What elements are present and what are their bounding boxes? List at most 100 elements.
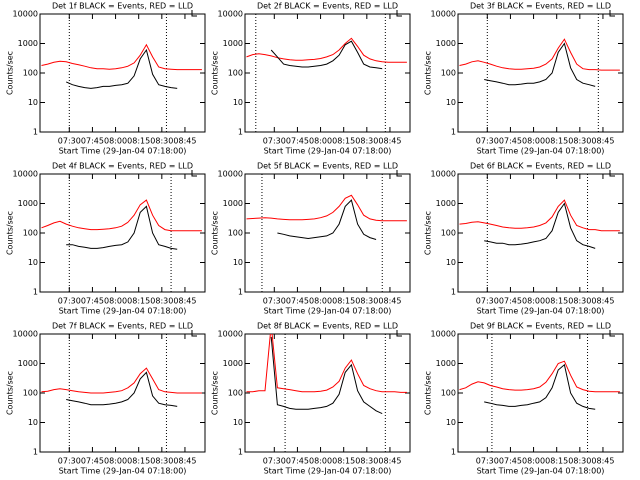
series-line [65,48,178,89]
x-tick-label: 08:00 [104,137,127,146]
y-tick-label: 1 [33,288,38,297]
x-tick-label: 08:30 [150,137,173,146]
y-axis-label: Counts/sec [424,51,433,95]
corner-marker [396,170,402,177]
x-tick-label: 08:15 [127,457,150,466]
y-tick-label: 10000 [431,10,456,19]
y-tick-label: 1000 [223,199,243,208]
y-tick-label: 1000 [18,359,38,368]
y-tick-label: 10000 [13,170,38,179]
y-axis-label: Counts/sec [6,371,15,415]
x-tick-label: 07:30 [263,297,286,306]
x-tick-label: 08:15 [545,137,568,146]
panel: Det 7f BLACK = Events, RED = LLD Start Ti… [6,322,206,476]
plot-frame [39,13,206,133]
x-tick-label: 08:00 [522,457,545,466]
x-tick-label: 08:00 [309,457,332,466]
y-tick-label: 1000 [18,39,38,48]
y-tick-label: 10 [446,418,456,427]
x-tick-label: 08:30 [568,137,591,146]
y-tick-label: 1 [33,128,38,137]
series-line [270,40,383,70]
series-line [459,360,620,393]
series-line [246,194,407,222]
y-tick-label: 100 [23,389,38,398]
y-tick-label: 1 [33,448,38,457]
y-tick-label: 1000 [18,199,38,208]
y-tick-label: 10 [233,258,243,267]
x-tick-label: 08:45 [173,137,196,146]
x-tick-label: 08:15 [127,137,150,146]
y-tick-label: 1 [451,288,456,297]
x-tick-label: 07:45 [499,137,522,146]
x-tick-label: 08:30 [355,297,378,306]
x-tick-label: 07:45 [81,457,104,466]
y-tick-label: 10 [446,258,456,267]
panel-title: Det 3f BLACK = Events, RED = LLD [470,2,611,11]
plot-frame [244,13,411,133]
x-tick-label: 08:00 [104,457,127,466]
panel-title: Det 7f BLACK = Events, RED = LLD [52,322,193,331]
x-tick-label: 08:45 [378,297,401,306]
series-line [277,199,377,240]
y-tick-label: 1 [238,128,243,137]
y-tick-label: 10000 [13,330,38,339]
panel: Det 4f BLACK = Events, RED = LLD Start Ti… [6,162,206,316]
y-tick-label: 10 [28,418,38,427]
panel: Det 5f BLACK = Events, RED = LLD Start Ti… [211,162,411,316]
y-axis-label: Counts/sec [424,211,433,255]
corner-marker [191,330,197,337]
y-tick-label: 10000 [13,10,38,19]
x-axis-label: Start Time (29-Jan-04 07:18:00) [264,467,392,476]
corner-marker [609,330,615,337]
x-axis-label: Start Time (29-Jan-04 07:18:00) [477,147,605,156]
y-axis-label: Counts/sec [424,371,433,415]
panel-title: Det 4f BLACK = Events, RED = LLD [52,162,193,171]
x-axis-label: Start Time (29-Jan-04 07:18:00) [264,307,392,316]
y-tick-label: 100 [228,229,243,238]
plot-frame [457,173,624,293]
x-tick-label: 08:00 [522,297,545,306]
x-axis-label: Start Time (29-Jan-04 07:18:00) [477,307,605,316]
x-tick-label: 08:30 [150,457,173,466]
x-tick-label: 07:30 [58,457,81,466]
x-axis-label: Start Time (29-Jan-04 07:18:00) [59,307,187,316]
x-tick-label: 08:45 [591,137,614,146]
x-tick-label: 07:45 [81,137,104,146]
y-tick-label: 100 [441,229,456,238]
panel-title: Det 8f BLACK = Events, RED = LLD [257,322,398,331]
panel: Det 9f BLACK = Events, RED = LLD Start Ti… [424,322,624,476]
y-tick-label: 1000 [436,359,456,368]
series-line [484,363,596,410]
y-tick-label: 1 [451,448,456,457]
x-tick-label: 08:15 [127,297,150,306]
panel-title: Det 6f BLACK = Events, RED = LLD [470,162,611,171]
x-tick-label: 07:30 [58,297,81,306]
series-line [484,42,596,87]
x-tick-label: 08:15 [332,297,355,306]
y-tick-label: 10000 [431,330,456,339]
x-tick-label: 08:15 [332,457,355,466]
y-tick-label: 1 [451,128,456,137]
series-line [41,367,202,394]
x-tick-label: 07:45 [286,297,309,306]
series-line [41,43,202,71]
series-line [270,336,383,415]
y-tick-label: 100 [228,69,243,78]
y-tick-label: 10000 [431,170,456,179]
x-tick-label: 08:30 [355,457,378,466]
y-axis-label: Counts/sec [6,51,15,95]
x-axis-label: Start Time (29-Jan-04 07:18:00) [477,467,605,476]
y-tick-label: 10000 [218,330,243,339]
x-tick-label: 08:45 [591,297,614,306]
x-tick-label: 07:30 [263,457,286,466]
plot-frame [244,333,411,453]
plot-frame [457,13,624,133]
corner-marker [191,170,197,177]
corner-marker [609,10,615,17]
plot-frame [244,173,411,293]
y-tick-label: 10 [28,98,38,107]
y-tick-label: 100 [23,229,38,238]
